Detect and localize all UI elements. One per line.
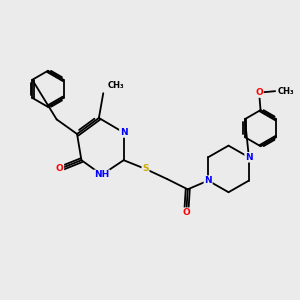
Text: O: O [182,208,190,217]
Text: N: N [120,128,128,137]
Text: O: O [56,164,64,173]
Text: S: S [142,164,149,173]
Text: N: N [245,153,253,162]
Text: CH₃: CH₃ [278,87,295,96]
Text: CH₃: CH₃ [108,81,124,90]
Text: N: N [204,176,212,185]
Text: O: O [255,88,263,97]
Text: NH: NH [94,170,110,179]
